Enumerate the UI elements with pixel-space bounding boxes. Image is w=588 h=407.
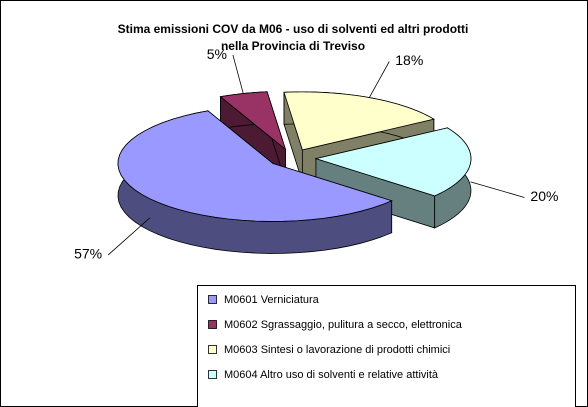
leader-line [470, 181, 525, 198]
pie-slice [314, 127, 472, 229]
slice-face [283, 91, 435, 151]
legend-swatch [208, 320, 217, 329]
legend-label: M0603 Sintesi o lavorazione di prodotti … [224, 344, 450, 356]
pie-slice [117, 109, 393, 254]
legend-label: M0604 Altro uso di solventi e relative a… [224, 369, 439, 381]
legend-swatch [208, 345, 217, 354]
legend-label: M0601 Verniciatura [224, 294, 320, 306]
chart-title: nella Provincia di Treviso [221, 39, 365, 53]
data-label: 18% [395, 52, 423, 68]
data-label: 5% [207, 46, 227, 62]
legend-swatch [208, 295, 217, 304]
legend-swatch [208, 370, 217, 379]
legend-label: M0602 Sgrassaggio, pulitura a secco, ele… [224, 319, 463, 331]
leader-line [107, 217, 151, 256]
slice-face [219, 91, 287, 151]
chart-title: Stima emissioni COV da M06 - uso di solv… [118, 22, 469, 36]
data-label: 57% [74, 246, 102, 262]
data-label: 20% [530, 188, 558, 204]
legend-box [197, 285, 576, 407]
slice-face [117, 110, 393, 222]
leader-line [232, 54, 244, 94]
slice-face [314, 127, 472, 197]
leader-line [368, 61, 390, 98]
